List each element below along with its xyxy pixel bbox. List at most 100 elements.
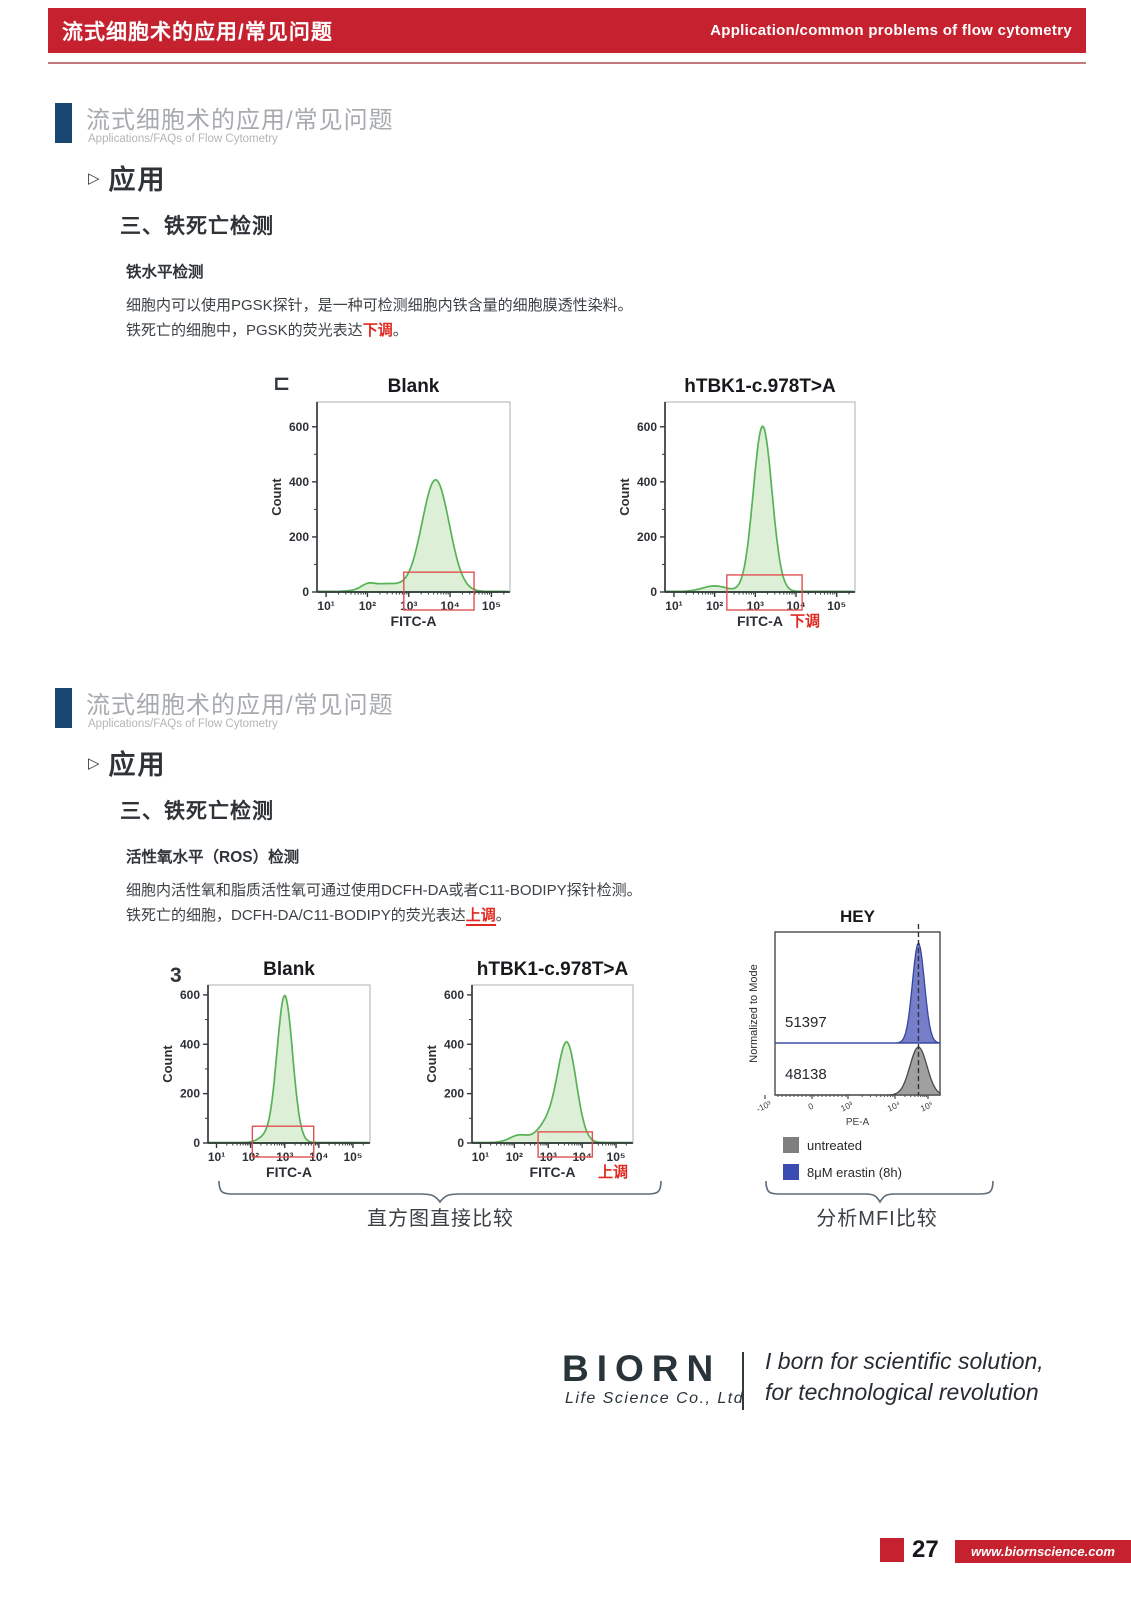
biorn-logo: BIORN	[562, 1348, 722, 1389]
svg-text:⊏: ⊏	[273, 372, 291, 395]
svg-text:10¹: 10¹	[472, 1150, 489, 1164]
svg-text:400: 400	[180, 1037, 200, 1051]
svg-text:10¹: 10¹	[317, 599, 334, 613]
svg-text:10²: 10²	[706, 599, 723, 613]
svg-text:51397: 51397	[785, 1014, 827, 1031]
tagline-line1: I born for scientific solution,	[765, 1348, 1044, 1374]
page-header-bar: 流式细胞术的应用/常见问题 Application/common problem…	[48, 8, 1086, 53]
svg-text:10⁴: 10⁴	[886, 1099, 902, 1114]
svg-text:10⁴: 10⁴	[440, 599, 459, 613]
svg-text:上调: 上调	[598, 1164, 628, 1181]
svg-text:200: 200	[637, 530, 657, 544]
svg-text:0: 0	[302, 585, 309, 599]
application-label: 应用	[108, 750, 167, 780]
svg-text:10²: 10²	[359, 599, 376, 613]
paragraph-line: 细胞内活性氧和脂质活性氧可通过使用DCFH-DA或者C11-BODIPY探针检测…	[126, 882, 642, 899]
svg-text:Normalized to Mode: Normalized to Mode	[748, 964, 760, 1062]
section-title-en: Applications/FAQs of Flow Cytometry	[88, 718, 278, 730]
application-heading: ▷ 应用	[88, 158, 167, 197]
tagline-line2: for technological revolution	[765, 1379, 1039, 1405]
svg-text:Count: Count	[269, 478, 284, 516]
svg-text:下调: 下调	[790, 613, 820, 630]
svg-text:8μM erastin (8h): 8μM erastin (8h)	[807, 1165, 902, 1180]
logo-tagline: I born for scientific solution, for tech…	[765, 1346, 1044, 1408]
footer-red-square	[880, 1538, 904, 1562]
section-accent-bar	[55, 103, 72, 143]
svg-text:10³: 10³	[400, 599, 417, 613]
logo-divider	[742, 1352, 744, 1410]
svg-text:10²: 10²	[506, 1150, 523, 1164]
svg-text:Count: Count	[160, 1045, 175, 1083]
svg-text:10⁵: 10⁵	[343, 1150, 362, 1164]
triangle-bullet-icon: ▷	[88, 169, 100, 187]
topic-heading: 活性氧水平（ROS）检测	[126, 849, 300, 866]
header-title-zh: 流式细胞术的应用/常见问题	[62, 20, 333, 44]
svg-text:Blank: Blank	[263, 959, 315, 980]
svg-text:FITC-A: FITC-A	[266, 1164, 312, 1180]
svg-text:10⁵: 10⁵	[607, 1150, 626, 1164]
application-heading: ▷ 应用	[88, 743, 167, 782]
biorn-logo-subtitle: Life Science Co., Ltd	[565, 1390, 745, 1407]
body-paragraph: 细胞内活性氧和脂质活性氧可通过使用DCFH-DA或者C11-BODIPY探针检测…	[126, 878, 642, 928]
svg-text:0: 0	[806, 1101, 815, 1112]
caption-left: 直方图直接比较	[367, 1208, 514, 1230]
page-number: 27	[912, 1536, 939, 1563]
svg-text:200: 200	[444, 1087, 464, 1101]
topic-heading: 铁水平检测	[126, 264, 204, 281]
svg-text:0: 0	[457, 1136, 464, 1150]
subsection-heading: 三、铁死亡检测	[120, 800, 274, 823]
section-title-en: Applications/FAQs of Flow Cytometry	[88, 133, 278, 145]
svg-text:Count: Count	[424, 1045, 439, 1083]
svg-text:600: 600	[444, 988, 464, 1002]
svg-text:600: 600	[180, 988, 200, 1002]
flow-histogram-blank-pgsk: 0 200 400 600 10¹ 10² 10³ 10⁴ 10⁵ FITC-A Count Blan…	[269, 372, 511, 629]
triangle-bullet-icon: ▷	[88, 754, 100, 772]
svg-text:10¹: 10¹	[208, 1150, 225, 1164]
footer-url-banner: www.biornscience.com	[955, 1540, 1131, 1563]
downregulated-text: 下调	[362, 322, 393, 339]
svg-text:FITC-A: FITC-A	[391, 613, 437, 629]
svg-text:10²: 10²	[242, 1150, 259, 1164]
svg-text:48138: 48138	[785, 1066, 827, 1083]
svg-text:FITC-A: FITC-A	[530, 1164, 576, 1180]
svg-text:600: 600	[637, 420, 657, 434]
right-brace	[765, 1180, 994, 1204]
svg-text:0: 0	[193, 1136, 200, 1150]
svg-text:200: 200	[289, 530, 309, 544]
svg-text:200: 200	[180, 1087, 200, 1101]
paragraph-line: 细胞内可以使用PGSK探针，是一种可检测细胞内铁含量的细胞膜透性染料。	[126, 297, 633, 314]
svg-text:Count: Count	[617, 478, 632, 516]
svg-text:10⁵: 10⁵	[482, 599, 501, 613]
svg-text:10³: 10³	[839, 1099, 855, 1113]
svg-text:hTBK1-c.978T>A: hTBK1-c.978T>A	[477, 959, 629, 980]
caption-right: 分析MFI比较	[816, 1208, 938, 1230]
paragraph-line: 铁死亡的细胞，DCFH-DA/C11-BODIPY的荧光表达上调。	[126, 907, 511, 926]
svg-text:600: 600	[289, 420, 309, 434]
svg-text:10³: 10³	[747, 599, 764, 613]
svg-text:10⁵: 10⁵	[919, 1099, 935, 1114]
svg-text:0: 0	[650, 585, 657, 599]
flow-overlay-hey-mfi: 51397 48138 -10³ 0 10³ 10⁴ 10⁵ PE-A Normalized t…	[748, 907, 941, 1180]
svg-text:HEY: HEY	[840, 907, 876, 926]
svg-text:PE-A: PE-A	[846, 1117, 870, 1128]
svg-text:Blank: Blank	[388, 376, 440, 397]
upregulated-text: 上调	[465, 907, 496, 926]
svg-text:400: 400	[289, 475, 309, 489]
section-title-zh: 流式细胞术的应用/常见问题	[86, 692, 394, 719]
svg-text:untreated: untreated	[807, 1138, 862, 1153]
section-title-zh: 流式细胞术的应用/常见问题	[86, 107, 394, 134]
svg-text:10¹: 10¹	[665, 599, 682, 613]
body-paragraph: 细胞内可以使用PGSK探针，是一种可检测细胞内铁含量的细胞膜透性染料。 铁死亡的…	[126, 293, 633, 343]
section-accent-bar	[55, 688, 72, 728]
subsection-heading: 三、铁死亡检测	[120, 215, 274, 238]
footer-url: www.biornscience.com	[970, 1544, 1115, 1559]
left-brace	[218, 1180, 662, 1204]
svg-text:FITC-A: FITC-A	[737, 613, 783, 629]
svg-text:400: 400	[637, 475, 657, 489]
paragraph-line: 铁死亡的细胞中，PGSK的荧光表达下调。	[126, 322, 408, 339]
svg-text:-10³: -10³	[755, 1098, 773, 1114]
